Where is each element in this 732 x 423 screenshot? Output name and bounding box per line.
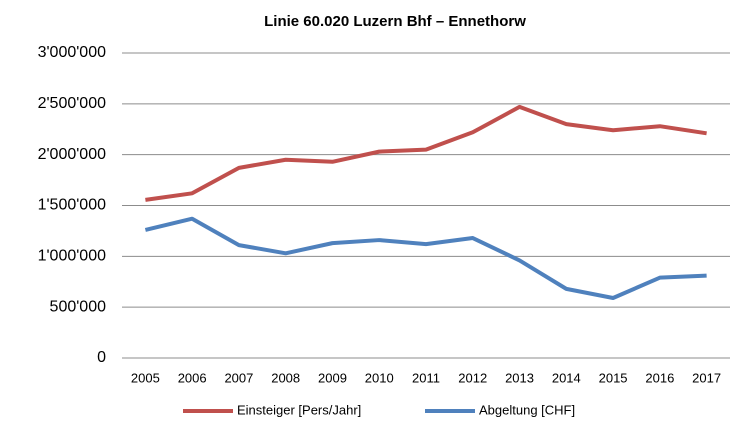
- x-tick-label: 2010: [365, 370, 394, 385]
- x-tick-label: 2011: [412, 370, 440, 385]
- line-series: [144, 216, 707, 301]
- y-tick-label: 2'500'000: [38, 95, 107, 112]
- x-tick-label: 2007: [224, 370, 253, 385]
- legend-label: Einsteiger [Pers/Jahr]: [237, 402, 361, 417]
- x-tick-label: 2012: [458, 370, 487, 385]
- x-tick-label: 2008: [271, 370, 300, 385]
- x-tick-label: 2014: [552, 370, 581, 385]
- x-tick-label: 2013: [505, 370, 534, 385]
- x-tick-label: 2005: [131, 370, 160, 385]
- y-tick-label: 1'000'000: [38, 248, 107, 265]
- y-tick-label: 2'000'000: [38, 146, 107, 163]
- chart-title: Linie 60.020 Luzern Bhf – Ennethorw: [264, 13, 526, 30]
- line-series: [145, 104, 707, 202]
- y-tick-label: 0: [97, 349, 106, 366]
- x-tick-label: 2016: [645, 370, 674, 385]
- y-tick-label: 3'000'000: [38, 44, 107, 61]
- y-tick-label: 500'000: [50, 298, 107, 315]
- x-tick-label: 2015: [599, 370, 628, 385]
- x-tick-label: 2017: [692, 370, 721, 385]
- x-tick-label: 2006: [178, 370, 207, 385]
- legend-label: Abgeltung [CHF]: [479, 402, 575, 417]
- y-tick-label: 1'500'000: [38, 197, 107, 214]
- x-tick-label: 2009: [318, 370, 347, 385]
